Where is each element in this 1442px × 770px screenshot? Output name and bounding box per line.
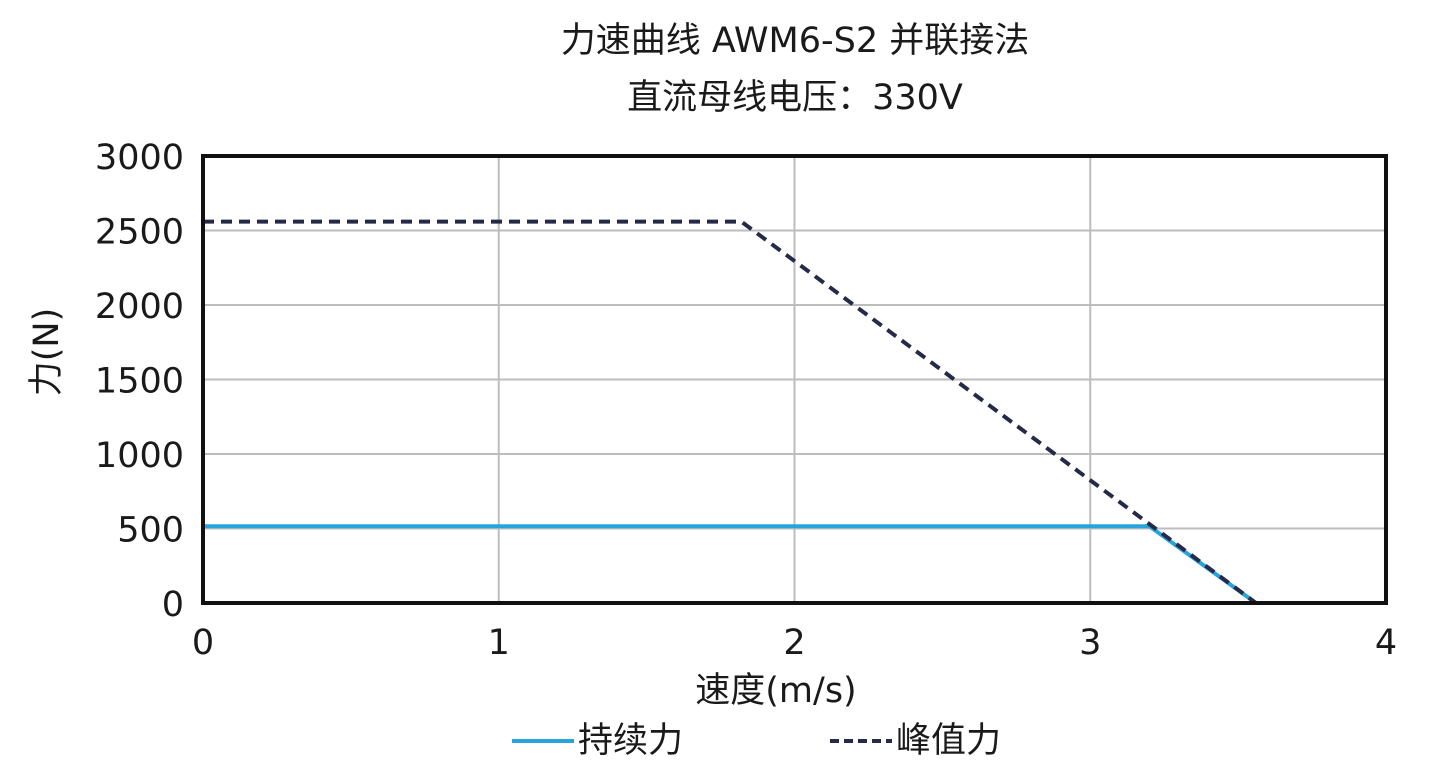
legend-label-0: 持续力: [578, 721, 683, 761]
y-tick-labels: 0 500 1000 1500 2000 2500 3000: [95, 138, 184, 625]
x-tick-label-4: 4: [1375, 623, 1397, 663]
legend: 持续力 峰值力: [512, 721, 1001, 761]
x-tick-labels: 0 1 2 3 4: [192, 623, 1397, 663]
y-tick-label-3: 1500: [95, 362, 184, 402]
x-tick-label-2: 2: [783, 623, 805, 663]
y-tick-label-1: 500: [117, 511, 184, 551]
grid-lines: [202, 155, 1387, 604]
y-tick-label-6: 3000: [95, 138, 184, 178]
x-tick-label-3: 3: [1079, 623, 1101, 663]
series-line-0: [203, 524, 1258, 605]
x-tick-label-0: 0: [192, 623, 214, 663]
chart-title: 力速曲线 AWM6-S2 并联接法: [561, 21, 1029, 61]
chart-subtitle: 直流母线电压：330V: [627, 78, 963, 118]
plot-frame: [201, 154, 1388, 605]
y-tick-label-4: 2000: [95, 287, 184, 327]
y-tick-label-2: 1000: [95, 436, 184, 476]
x-tick-label-1: 1: [488, 623, 510, 663]
legend-label-1: 峰值力: [896, 721, 1001, 761]
y-axis-label: 力(N): [27, 308, 67, 397]
y-tick-label-5: 2500: [95, 213, 184, 253]
y-tick-label-0: 0: [162, 585, 184, 625]
x-axis-label: 速度(m/s): [695, 671, 856, 711]
series-line-1: [203, 219, 1258, 605]
series-layer: [203, 219, 1258, 605]
